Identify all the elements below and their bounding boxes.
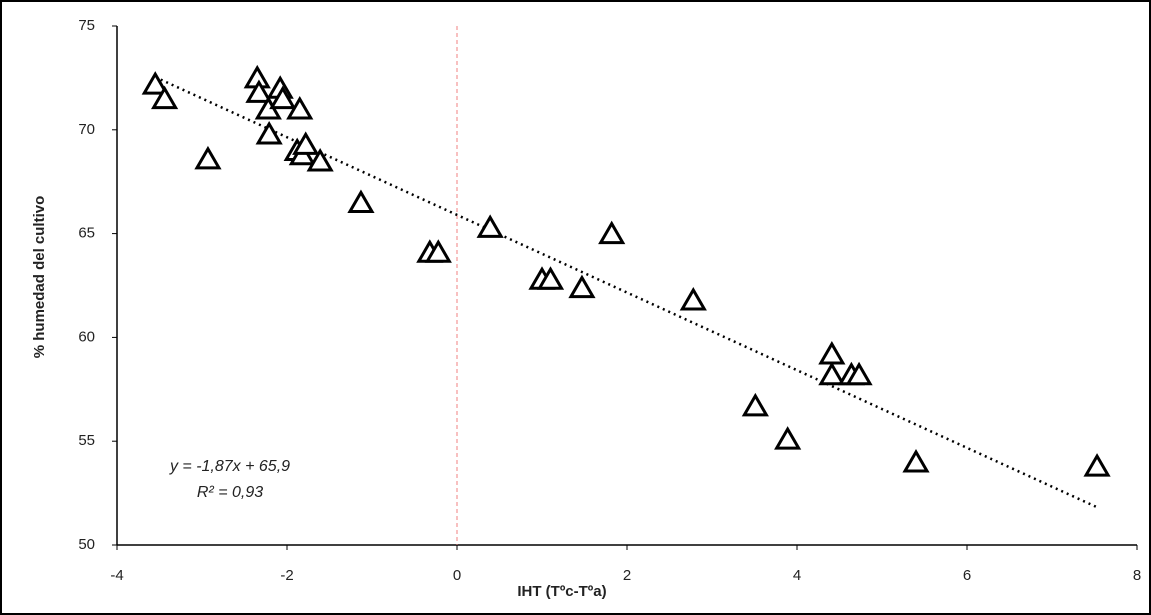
x-tick-label: 4 [793,567,801,584]
y-tick-label: 60 [78,328,95,345]
data-point [902,448,930,473]
data-point [194,145,222,170]
trendline [154,75,1098,509]
data-point [774,426,802,450]
data-point [347,189,375,213]
data-point [568,274,596,299]
x-tick-label: 2 [623,567,631,584]
trend-equation: y = -1,87x + 65,9 [169,458,290,475]
data-point [150,85,179,110]
y-tick-label: 55 [78,432,95,449]
y-tick-label: 70 [78,121,95,138]
data-point [536,266,565,290]
data-point [845,361,873,386]
data-point [141,71,169,95]
data-point [598,220,626,245]
data-point [306,147,334,172]
data-point [424,239,452,263]
y-axis-title: % humedad del cultivo [31,196,48,359]
data-point [286,96,314,120]
x-tick-label: 0 [453,567,461,584]
data-point [679,287,707,311]
y-tick-label: 50 [78,536,95,553]
data-point [1083,453,1111,477]
data-point [741,392,769,417]
y-tick-label: 65 [78,225,95,242]
x-tick-label: 8 [1133,567,1141,584]
data-point [255,120,283,145]
y-tick-label: 75 [78,17,95,34]
trend-r2: R² = 0,93 [197,484,263,501]
x-tick-label: -2 [280,567,293,584]
data-point [476,214,504,238]
data-point [818,361,846,386]
x-axis-title: IHT (Tºc-Tºa) [517,583,606,600]
data-point [269,85,297,110]
data-point [245,79,273,103]
data-point [292,131,320,155]
x-tick-label: -4 [110,567,123,584]
x-tick-label: 6 [963,567,971,584]
